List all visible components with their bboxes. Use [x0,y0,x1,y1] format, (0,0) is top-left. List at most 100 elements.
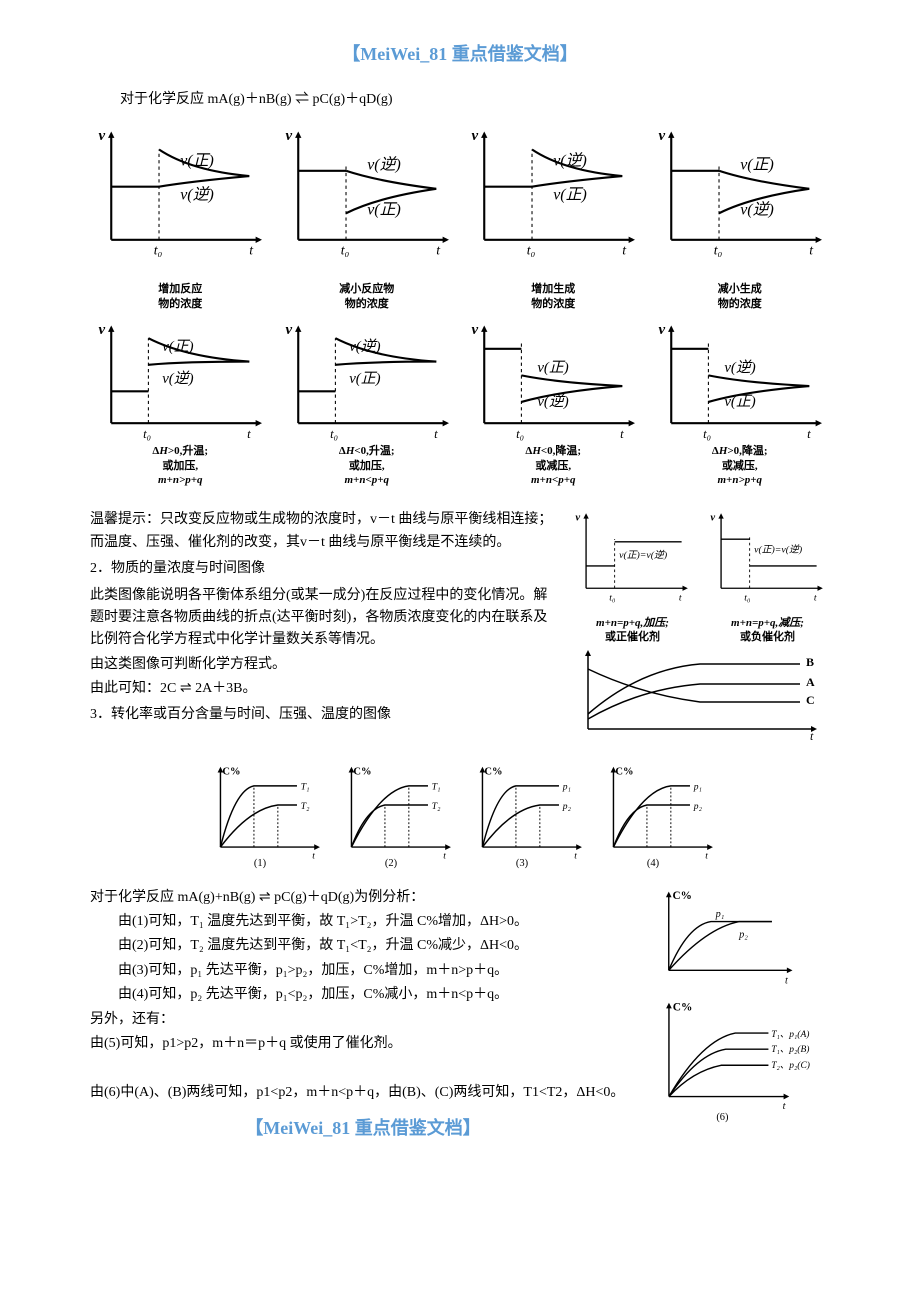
svg-text:t: t [249,243,254,258]
svg-text:t₀: t₀ [143,427,151,441]
svg-text:v(逆): v(逆) [537,393,568,410]
svg-text:v: v [99,128,106,144]
svg-text:t: t [312,850,315,861]
svg-text:C%: C% [673,1001,693,1013]
svg-text:v: v [658,128,665,144]
cpct-chart-1: C% T₁ T₂ t (1) [201,761,326,871]
svg-text:p₂: p₂ [562,801,572,812]
svg-text:t: t [443,850,446,861]
cpct-chart-2: C% T₁ T₂ t (2) [332,761,457,871]
chart6-caption: ΔH<0,升温;或加压,m+n<p+q [277,444,458,487]
svg-text:T₁: T₁ [432,781,441,792]
svg-text:v(正): v(正) [537,360,568,376]
vt-chart-8: v v(逆) v(正) t₀ t ΔH>0,降温;或减压,m+n>p+q [650,317,831,487]
svg-text:t: t [436,243,441,258]
svg-text:p₁: p₁ [715,909,725,920]
svg-text:t: t [785,975,789,986]
svg-text:t: t [620,427,624,441]
svg-text:v(逆): v(逆) [367,156,401,174]
svg-text:C%: C% [353,766,371,777]
tip-text-2: 此类图像能说明各平衡体系组分(或某一成分)在反应过程中的变化情况。解题时要注意各… [90,585,558,652]
svg-text:A: A [806,675,815,689]
svg-text:t: t [810,729,814,743]
cpct-chart-4: C% p₁ p₂ t (4) [594,761,719,871]
svg-text:v(正): v(正) [553,187,587,204]
svg-text:t₀: t₀ [340,243,349,258]
right-graphs: v v(正)=v(逆) t₀ t m+n=p+q,加压;或正催化剂 v [570,507,830,752]
svg-text:t: t [783,1101,787,1112]
svg-text:p₂: p₂ [693,801,703,812]
svg-text:t: t [807,427,811,441]
svg-text:t₀: t₀ [154,243,163,258]
svg-text:v: v [285,128,292,144]
tip-text-3: 由这类图像可判断化学方程式。 [90,654,558,676]
cpct-chart-5: C% p₁ p₂ t [650,885,800,990]
vt-chart-3: v v(逆) v(正) t₀ t 增加生成物的浓度 [463,123,644,311]
svg-text:v(正): v(正) [367,201,401,218]
svg-text:p₁: p₁ [693,781,702,792]
svg-text:T₁: T₁ [301,781,310,792]
svg-text:v(正): v(正) [162,339,193,355]
analysis-3: 由(3)可知，p₁ 先达平衡，p₁>p₂，加压，C%增加，m＋n>p＋q。 [90,960,636,982]
cpct-chart-3: C% p₁ p₂ t (3) [463,761,588,871]
cpct-charts-row: C% T₁ T₂ t (1) C% T₁ T₂ t (2) C% p₁ [90,761,830,871]
svg-text:B: B [806,655,814,669]
svg-text:(3): (3) [516,858,529,869]
vt-chart-2: v v(逆) v(正) t₀ t 减小反应物物的浓度 [277,123,458,311]
svg-text:T₁、p₁(A): T₁、p₁(A) [771,1029,809,1040]
svg-text:C%: C% [615,766,633,777]
svg-text:t: t [574,850,577,861]
tip-text-1: 温馨提示：只改变反应物或生成物的浓度时，v－t 曲线与原平衡线相连接；而温度、压… [90,509,558,554]
section-2-title: 2．物质的量浓度与时间图像 [90,558,558,580]
svg-text:v: v [710,512,715,524]
analysis-1: 由(1)可知，T₁ 温度先达到平衡，故 T₁>T₂，升温 C%增加，ΔH>0。 [90,911,636,933]
svg-text:t: t [247,427,251,441]
middle-section: 温馨提示：只改变反应物或生成物的浓度时，v－t 曲线与原平衡线相连接；而温度、压… [90,507,830,752]
svg-text:v(逆): v(逆) [740,200,774,218]
svg-text:v(逆): v(逆) [162,370,193,387]
svg-text:t₀: t₀ [516,427,524,441]
svg-text:T₂: T₂ [301,801,310,812]
vt-chart-7: v v(正) v(逆) t₀ t ΔH<0,降温;或减压,m+n<p+q [463,317,644,487]
svg-text:C: C [806,693,815,707]
vt-chart-5: v v(正) v(逆) t₀ t ΔH>0,升温;或加压,m+n>p+q [90,317,271,487]
cpct-chart-6: C% T₁、p₁(A) T₁、p₂(B) T₂、p₂(C) t (6) [650,996,830,1126]
doc-header: 【MeiWei_81 重点借鉴文档】 [90,40,830,69]
svg-text:C%: C% [222,766,240,777]
vt-chart-grid: v v(正) v(逆) t₀ t 增加反应物的浓度 v v(逆) v(正) t₀ [90,123,830,487]
svg-text:v(正)=v(逆): v(正)=v(逆) [754,544,802,556]
svg-text:(6): (6) [716,1112,729,1123]
svg-text:C%: C% [484,766,502,777]
chart4-caption: 减小生成物的浓度 [650,282,831,311]
vt-chart-4: v v(正) v(逆) t₀ t 减小生成物的浓度 [650,123,831,311]
bottom-section: 对于化学反应 mA(g)+nB(g) ⇌ pC(g)＋qD(g)为例分析： 由(… [90,885,830,1143]
concentration-graph: B A C t [570,644,830,752]
svg-text:p₁: p₁ [562,781,571,792]
catalyst-graph-up: v v(正)=v(逆) t₀ t m+n=p+q,加压;或正催化剂 [570,507,695,644]
vt-chart-1: v v(正) v(逆) t₀ t 增加反应物的浓度 [90,123,271,311]
equation-2c: 由此可知：2C ⇌ 2A＋3B。 [90,678,558,700]
svg-text:t: t [814,593,817,604]
svg-text:t: t [679,593,682,604]
extra-1: 另外，还有： [90,1009,636,1031]
svg-text:T₂: T₂ [432,801,441,812]
vt-chart-6: v v(逆) v(正) t₀ t ΔH<0,升温;或加压,m+n<p+q [277,317,458,487]
section-3-title: 3．转化率或百分含量与时间、压强、温度的图像 [90,704,558,726]
svg-text:t: t [622,243,627,258]
catalyst-down-caption: m+n=p+q,减压;或负催化剂 [705,616,830,645]
svg-text:t₀: t₀ [609,593,615,604]
svg-text:t₀: t₀ [744,593,750,604]
label-vforward: v(正) [180,153,214,170]
extra-3: 由(6)中(A)、(B)两线可知，p1<p2，m＋n<p＋q，由(B)、(C)两… [90,1082,636,1104]
svg-text:v(逆): v(逆) [553,152,587,170]
equation-intro: 对于化学反应 mA(g)＋nB(g) ⇌ pC(g)＋qD(g) [90,89,830,111]
svg-text:v(逆): v(逆) [724,359,755,376]
svg-text:t₀: t₀ [703,427,711,441]
chart5-caption: ΔH>0,升温;或加压,m+n>p+q [90,444,271,487]
svg-text:v: v [575,512,580,524]
catalyst-up-caption: m+n=p+q,加压;或正催化剂 [570,616,695,645]
svg-text:v(正): v(正) [724,394,755,410]
svg-text:v: v [471,322,478,338]
svg-text:C%: C% [673,890,692,902]
svg-text:t₀: t₀ [527,243,536,258]
